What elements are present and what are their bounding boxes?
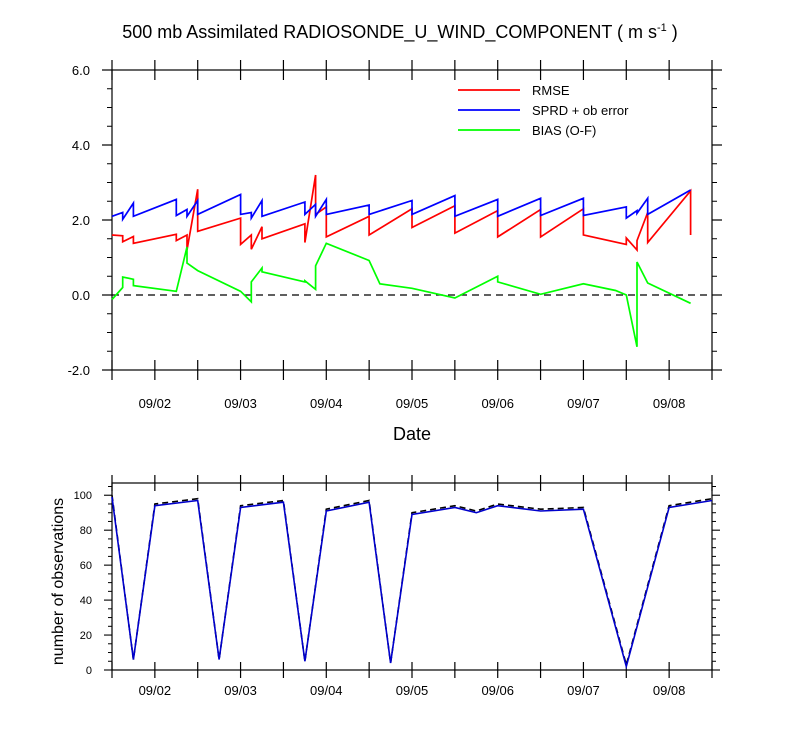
top-x-axis-label: Date	[393, 424, 431, 444]
sprd-series-line	[111, 189, 692, 223]
bottom-y-tick-label: 100	[74, 490, 92, 502]
top-x-tick-label: 09/05	[396, 396, 429, 411]
bottom-x-tick-label: 09/07	[567, 683, 600, 698]
obs-used-series-line	[111, 496, 713, 670]
top-x-tick-label: 09/07	[567, 396, 600, 411]
top-y-tick-label: 4.0	[72, 138, 90, 153]
top-y-tick-label: 0.0	[72, 288, 90, 303]
rmse-series-line	[111, 174, 692, 253]
legend-label-sprd: SPRD + ob error	[532, 103, 629, 118]
bottom-y-tick-label: 20	[80, 630, 92, 642]
bottom-plot-frame	[111, 482, 713, 671]
chart-title: 500 mb Assimilated RADIOSONDE_U_WIND_COM…	[0, 22, 800, 43]
top-x-tick-label: 09/04	[310, 396, 343, 411]
top-x-tick-label: 09/08	[653, 396, 686, 411]
top-y-tick-label: 6.0	[72, 63, 90, 78]
top-x-tick-label: 09/02	[139, 396, 172, 411]
bottom-y-tick-label: 0	[86, 665, 92, 677]
bottom-y-tick-label: 80	[80, 525, 92, 537]
bottom-x-tick-label: 09/04	[310, 683, 343, 698]
top-y-tick-label: -2.0	[68, 363, 90, 378]
legend-label-bias: BIAS (O-F)	[532, 123, 596, 138]
bottom-x-tick-label: 09/06	[481, 683, 514, 698]
top-y-tick-label: 2.0	[72, 213, 90, 228]
legend-label-rmse: RMSE	[532, 83, 570, 98]
title-close: )	[666, 22, 678, 42]
bottom-x-tick-label: 09/03	[224, 683, 257, 698]
bottom-y-tick-label: 60	[80, 560, 92, 572]
bottom-x-tick-label: 09/05	[396, 683, 429, 698]
bottom-x-tick-label: 09/08	[653, 683, 686, 698]
bottom-x-tick-label: 09/02	[139, 683, 172, 698]
bottom-y-tick-label: 40	[80, 595, 92, 607]
obs-possible-series-line	[111, 495, 713, 668]
title-unit-exponent: -1	[657, 22, 667, 34]
bottom-y-axis-label: number of observations	[50, 498, 67, 665]
title-text: 500 mb Assimilated RADIOSONDE_U_WIND_COM…	[122, 22, 657, 42]
bias-series-line	[111, 242, 691, 347]
top-x-tick-label: 09/06	[481, 396, 514, 411]
top-x-tick-label: 09/03	[224, 396, 257, 411]
